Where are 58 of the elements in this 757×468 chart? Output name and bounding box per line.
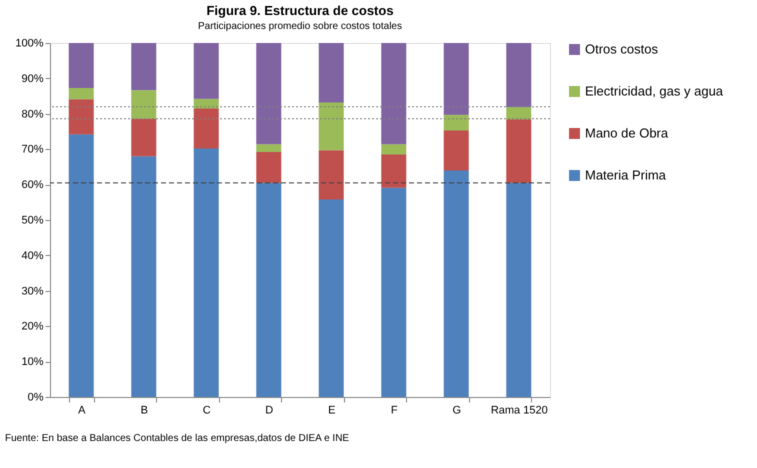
x-tick-label: B bbox=[140, 404, 148, 416]
bar bbox=[444, 43, 469, 115]
y-tick-label: 20% bbox=[21, 320, 44, 333]
y-tick-label: 60% bbox=[21, 179, 44, 192]
y-tick-label: 70% bbox=[21, 144, 44, 156]
x-tick-label: Rama 1520 bbox=[490, 404, 548, 416]
bar bbox=[256, 152, 282, 183]
x-tick-label: C bbox=[202, 404, 211, 416]
bar bbox=[381, 188, 406, 397]
source-note: Fuente: En base a Balances Contables de las empresas,datos de DIEA e INE bbox=[5, 433, 350, 444]
bar bbox=[256, 144, 282, 152]
bar bbox=[131, 43, 156, 90]
y-tick-label: 0% bbox=[28, 392, 44, 404]
y-tick-label: 10% bbox=[21, 356, 44, 368]
y-tick-label: 40% bbox=[21, 250, 44, 262]
bar bbox=[194, 98, 219, 108]
bar bbox=[194, 108, 219, 148]
bar bbox=[444, 170, 469, 397]
bar bbox=[506, 107, 532, 120]
legend-label: Materia Prima bbox=[585, 168, 667, 182]
x-tick-label: F bbox=[390, 404, 398, 416]
y-tick-label: 30% bbox=[21, 285, 44, 298]
bar bbox=[381, 43, 406, 144]
bar bbox=[131, 118, 156, 156]
bar bbox=[318, 43, 344, 102]
bar bbox=[256, 43, 282, 144]
bar bbox=[256, 182, 282, 397]
x-tick-label: G bbox=[452, 404, 462, 416]
y-tick-label: 100% bbox=[15, 38, 44, 50]
legend-label: Electricidad, gas y agua bbox=[585, 84, 724, 98]
x-tick-label: E bbox=[328, 404, 336, 416]
legend-label: Otros costos bbox=[585, 42, 658, 56]
x-tick-label: D bbox=[265, 404, 274, 416]
bar bbox=[131, 156, 156, 397]
bar bbox=[68, 99, 94, 134]
chart-subtitle: Participaciones promedio sobre costos totales bbox=[198, 21, 402, 32]
chart-title: Figura 9. Estructura de costos bbox=[206, 3, 394, 18]
bar bbox=[506, 119, 532, 183]
bar bbox=[444, 130, 469, 170]
legend-label: Mano de Obra bbox=[585, 126, 669, 140]
y-tick-label: 90% bbox=[21, 72, 44, 85]
x-tick-label: A bbox=[78, 404, 86, 416]
y-tick-label: 80% bbox=[21, 108, 44, 120]
bar bbox=[194, 148, 219, 397]
y-tick-label: 50% bbox=[21, 214, 44, 226]
bar bbox=[381, 154, 406, 188]
bar bbox=[68, 88, 94, 100]
bar bbox=[381, 144, 406, 155]
bar bbox=[444, 114, 469, 130]
bar bbox=[68, 43, 94, 88]
bar bbox=[318, 150, 344, 200]
bar bbox=[318, 199, 344, 397]
bar bbox=[131, 90, 156, 119]
bar bbox=[194, 43, 219, 99]
bar bbox=[506, 182, 532, 397]
bar bbox=[506, 43, 532, 108]
bar bbox=[68, 134, 94, 397]
bar bbox=[318, 102, 344, 150]
